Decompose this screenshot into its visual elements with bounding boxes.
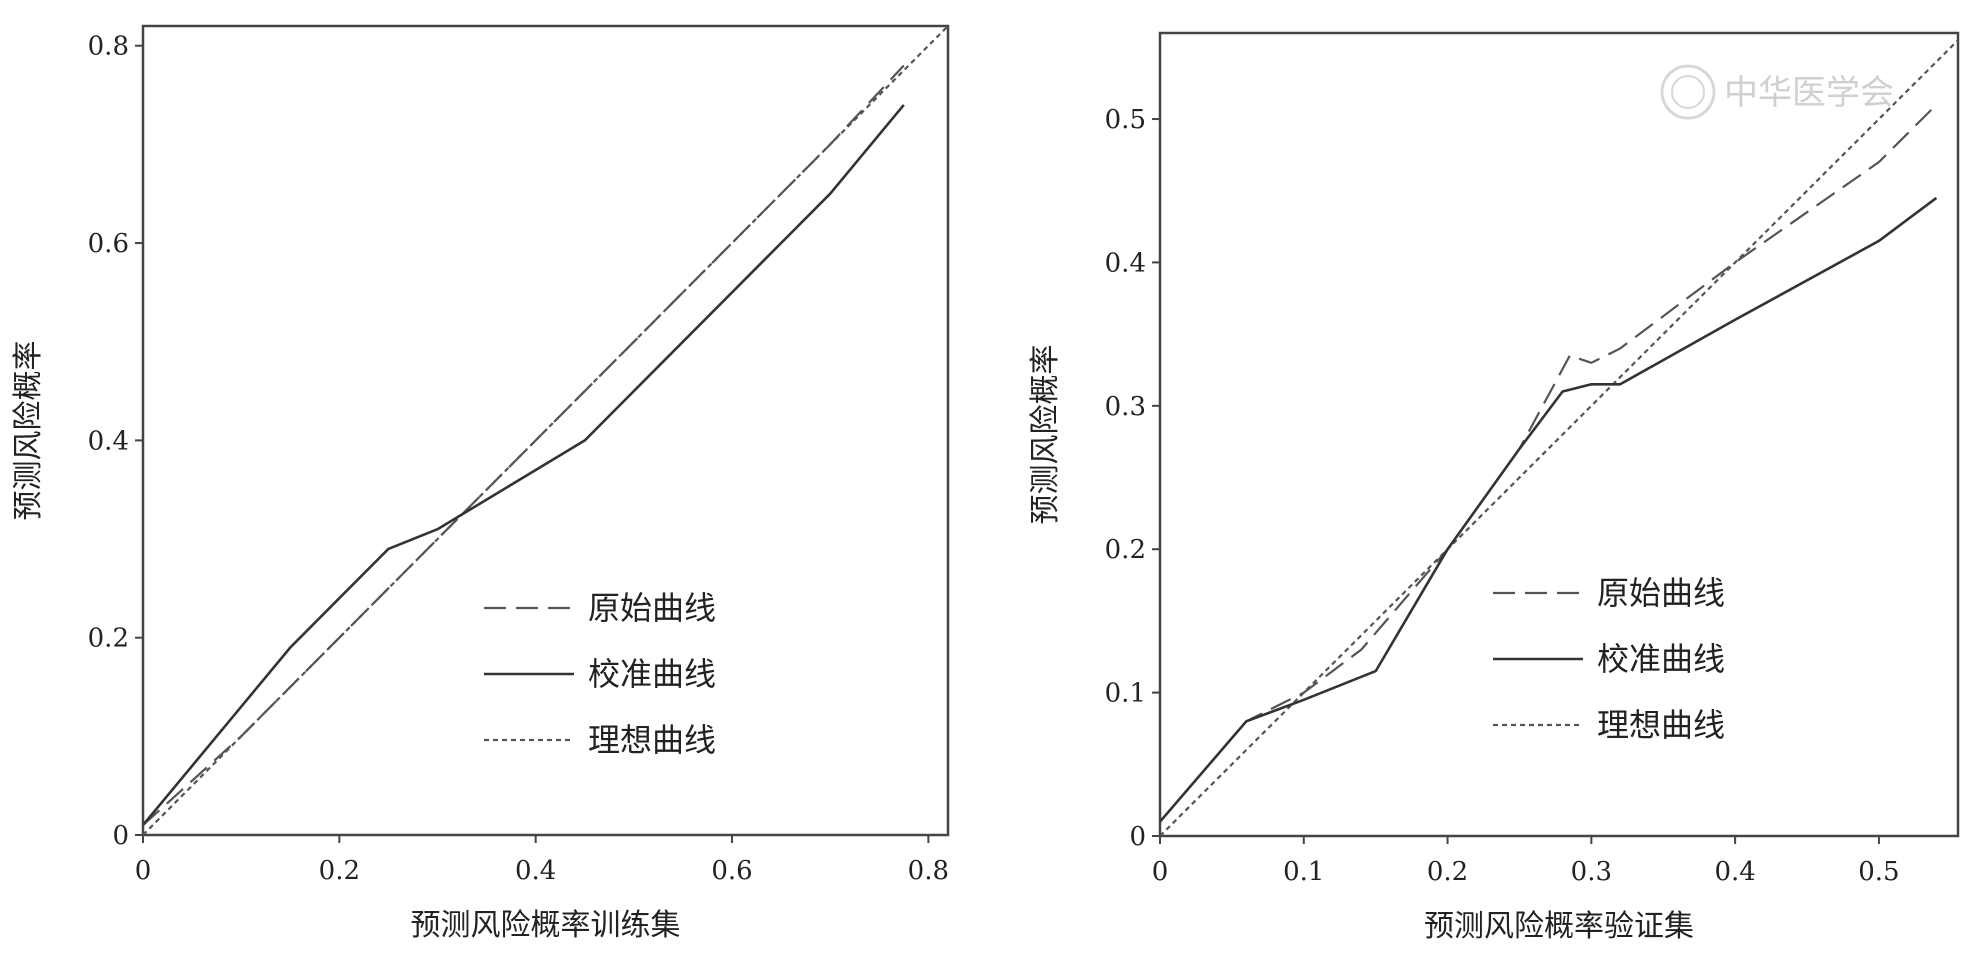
- x-tick-label: 0: [135, 856, 152, 886]
- x-tick-label: 0.5: [1858, 857, 1899, 887]
- legend-label: 理想曲线: [1597, 706, 1725, 744]
- series-line-dotted: [1159, 39, 1959, 837]
- x-tick-label: 0.3: [1571, 857, 1612, 887]
- series-line-dashed: [1159, 103, 1938, 823]
- y-tick-label: 0.4: [1105, 248, 1146, 278]
- legend-label: 校准曲线: [1597, 640, 1725, 678]
- x-tick-label: 0.1: [1283, 857, 1324, 887]
- y-tick-label: 0.4: [88, 426, 129, 456]
- y-tick-label: 0.1: [1105, 679, 1146, 709]
- y-tick-label: 0: [112, 821, 129, 851]
- y-tick-label: 0.2: [88, 624, 129, 654]
- y-tick-label: 0: [1129, 822, 1146, 852]
- x-tick-label: 0.4: [1714, 857, 1755, 887]
- x-tick-label: 0.4: [515, 856, 556, 886]
- legend-label: 原始曲线: [588, 589, 716, 627]
- series-line-dashed: [142, 64, 905, 826]
- y-tick-label: 0.6: [88, 229, 129, 259]
- y-tick-label: 0.3: [1105, 392, 1146, 422]
- y-tick-label: 0.2: [1105, 535, 1146, 565]
- watermark-text: 中华医学会: [1724, 73, 1894, 113]
- x-tick-label: 0.6: [711, 856, 752, 886]
- x-tick-label: 0.8: [908, 856, 949, 886]
- x-tick-label: 0: [1152, 857, 1169, 887]
- x-axis-title: 预测风险概率验证集: [1424, 909, 1694, 944]
- y-tick-label: 0.8: [88, 32, 129, 62]
- watermark-logo: 中华医学会: [1660, 64, 1894, 120]
- legend-label: 原始曲线: [1597, 574, 1725, 612]
- training-calibration-plot: 0 0.2 0.4 0.6 0.8 0 0.2 0.4 0.6 0.8 预测风险概率训练集 预测风险概…: [11, 24, 950, 943]
- series-line-solid: [141, 104, 905, 826]
- x-tick-label: 0.2: [319, 856, 360, 886]
- y-axis-title: 预测风险概率: [11, 341, 46, 521]
- x-axis-title: 预测风险概率训练集: [411, 908, 681, 943]
- legend-label: 理想曲线: [588, 721, 716, 759]
- y-axis-title: 预测风险概率: [1028, 345, 1063, 525]
- plot-frame: [1158, 31, 1960, 838]
- series-line-solid: [1159, 196, 1938, 823]
- x-tick-label: 0.2: [1427, 857, 1468, 887]
- validation-calibration-plot: 0 0.1 0.2 0.3 0.4 0.5 0 0.1 0.2 0.3 0.4 0.5 预测风险概率验证…: [1028, 31, 1960, 944]
- legend-label: 校准曲线: [588, 655, 716, 693]
- y-tick-label: 0.5: [1105, 105, 1146, 135]
